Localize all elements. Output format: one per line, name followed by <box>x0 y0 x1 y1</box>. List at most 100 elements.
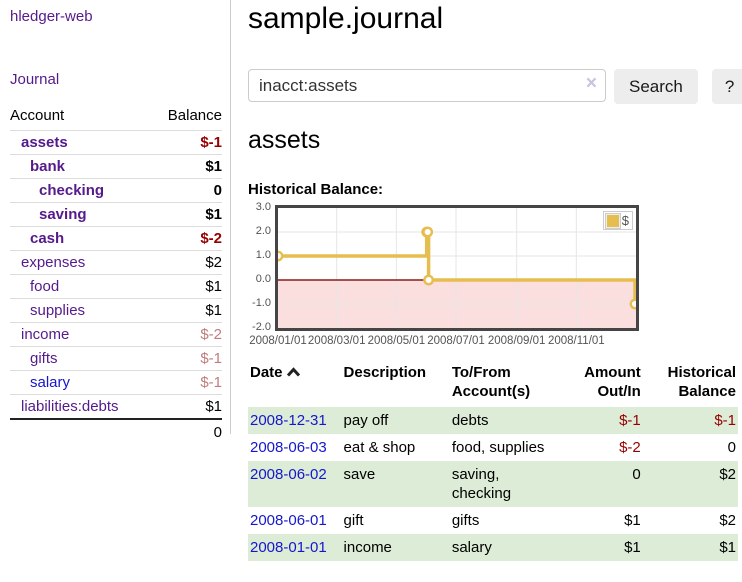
account-link[interactable]: supplies <box>30 302 86 319</box>
search-input[interactable] <box>248 69 606 102</box>
account-link[interactable]: expenses <box>21 254 86 271</box>
account-link[interactable]: liabilities:debts <box>21 398 119 415</box>
transaction-accounts: salary <box>451 539 492 556</box>
account-row: assets $-1 <box>10 130 222 155</box>
transaction-date-link[interactable]: 2008-12-31 <box>250 412 327 429</box>
transaction-date-link[interactable]: 2008-06-01 <box>250 512 327 529</box>
account-link[interactable]: checking <box>39 182 105 199</box>
search-input-wrap: × <box>248 69 606 104</box>
register-row: 2008-06-03 eat & shop food, supplies $-2 0 <box>248 434 738 461</box>
search-form: × Search ? <box>248 69 742 104</box>
account-row: income $-2 <box>10 322 222 347</box>
nav-journal-link[interactable]: Journal <box>10 71 60 88</box>
account-balance: $1 <box>151 298 222 323</box>
chart-plot-area: $ <box>272 205 641 331</box>
account-balance: $1 <box>151 274 222 299</box>
transaction-date-cell: 2008-06-01 <box>248 507 342 534</box>
x-axis-tick: 2008/05/01 <box>367 335 426 347</box>
account-row: liabilities:debts $1 <box>10 394 222 419</box>
chart-title: Historical Balance: <box>248 181 384 198</box>
account-link[interactable]: income <box>21 326 70 343</box>
account-row: salary $-1 <box>10 370 222 395</box>
transaction-accounts: debts <box>451 412 489 429</box>
app-brand-link[interactable]: hledger-web <box>10 8 93 25</box>
register-header-date[interactable]: Date <box>248 361 342 407</box>
register-row: 2008-12-31 pay off debts $-1 $-1 <box>248 407 738 434</box>
accounts-total-row: 0 <box>10 418 222 444</box>
account-balance: $1 <box>151 202 222 227</box>
account-balance: $1 <box>151 154 222 179</box>
page-title: sample.journal <box>248 2 444 35</box>
transaction-description: gift <box>343 512 364 529</box>
account-balance: $1 <box>151 394 222 419</box>
account-row: food $1 <box>10 274 222 299</box>
transaction-description: income <box>343 539 392 556</box>
account-cell: bank <box>10 154 152 179</box>
y-axis-tick: 0.0 <box>255 273 271 285</box>
account-row: cash $-2 <box>10 226 222 251</box>
account-cell: checking <box>10 178 152 203</box>
spacer <box>10 418 152 444</box>
help-button[interactable]: ? <box>711 69 742 104</box>
sidebar: hledger-web Journal Account Balance asse… <box>0 0 231 444</box>
account-link[interactable]: saving <box>39 206 87 223</box>
transaction-accounts: saving, checking <box>451 466 512 502</box>
x-axis-tick: 2008/11/01 <box>547 335 605 347</box>
account-link[interactable]: assets <box>21 134 68 151</box>
transaction-date-link[interactable]: 2008-06-03 <box>250 439 327 456</box>
transaction-balance: $2 <box>719 466 736 483</box>
x-axis-tick: 2008/03/01 <box>307 335 366 347</box>
register-header-balance: Historical Balance <box>667 364 736 400</box>
account-link[interactable]: salary <box>30 374 71 391</box>
transaction-description: pay off <box>343 412 389 429</box>
main-content: sample.journal × Search ? assets Histori… <box>248 0 742 561</box>
account-cell: liabilities:debts <box>10 394 152 419</box>
transaction-accounts: food, supplies <box>451 439 545 456</box>
transaction-date-cell: 2008-01-01 <box>248 534 342 561</box>
account-cell: saving <box>10 202 152 227</box>
register-row: 2008-06-02 save saving, checking 0 $2 <box>248 461 738 507</box>
account-link[interactable]: gifts <box>30 350 58 367</box>
register-table: Date Description To/From Account(s) Amoun… <box>248 361 738 561</box>
clear-search-icon[interactable]: × <box>585 73 597 94</box>
chart-plot-svg <box>272 208 641 328</box>
balance-chart: $ 3.0 2.0 1.0 0.0 -1.0 -2.0 2008/01/01 2008/03/… <box>248 201 678 353</box>
transaction-balance: $2 <box>719 512 736 529</box>
account-cell: assets <box>10 130 152 155</box>
sort-ascending-icon <box>286 363 301 382</box>
x-axis-tick: 2008/07/01 <box>427 335 485 347</box>
x-axis-tick: 2008/09/01 <box>487 335 546 347</box>
transaction-balance: $1 <box>719 539 736 556</box>
accounts-table: Account Balance assets $-1 bank $1 checking 0… <box>10 105 222 444</box>
transaction-date-cell: 2008-06-03 <box>248 434 342 461</box>
account-balance: $-1 <box>151 130 222 155</box>
transaction-date-cell: 2008-12-31 <box>248 407 342 434</box>
transaction-date-link[interactable]: 2008-06-02 <box>250 466 327 483</box>
transaction-date-link[interactable]: 2008-01-01 <box>250 539 327 556</box>
register-header-description: Description <box>343 364 427 381</box>
transaction-description: eat & shop <box>343 439 416 456</box>
x-axis-tick: 2008/01/01 <box>249 335 307 347</box>
account-link[interactable]: bank <box>30 158 66 175</box>
account-link[interactable]: food <box>30 278 60 295</box>
accounts-total-balance: 0 <box>151 418 222 444</box>
y-axis-tick: 2.0 <box>255 225 271 237</box>
search-button[interactable]: Search <box>614 69 698 104</box>
account-link[interactable]: cash <box>30 230 65 247</box>
transaction-date-cell: 2008-06-02 <box>248 461 342 507</box>
transaction-description: save <box>343 466 376 483</box>
legend-swatch-icon <box>604 212 621 229</box>
accounts-header-balance: Balance <box>167 107 222 124</box>
account-balance: $-1 <box>151 370 222 395</box>
account-row: bank $1 <box>10 154 222 179</box>
transaction-amount: $-2 <box>619 439 641 456</box>
transaction-amount: $1 <box>624 539 641 556</box>
account-cell: food <box>10 274 152 299</box>
register-header-row: Date Description To/From Account(s) Amoun… <box>248 361 738 407</box>
account-cell: salary <box>10 370 152 395</box>
account-heading: assets <box>248 126 321 154</box>
y-axis-tick: -1.0 <box>252 297 271 309</box>
account-cell: expenses <box>10 250 152 275</box>
register-header-amount: Amount Out/In <box>584 364 641 400</box>
account-cell: gifts <box>10 346 152 371</box>
